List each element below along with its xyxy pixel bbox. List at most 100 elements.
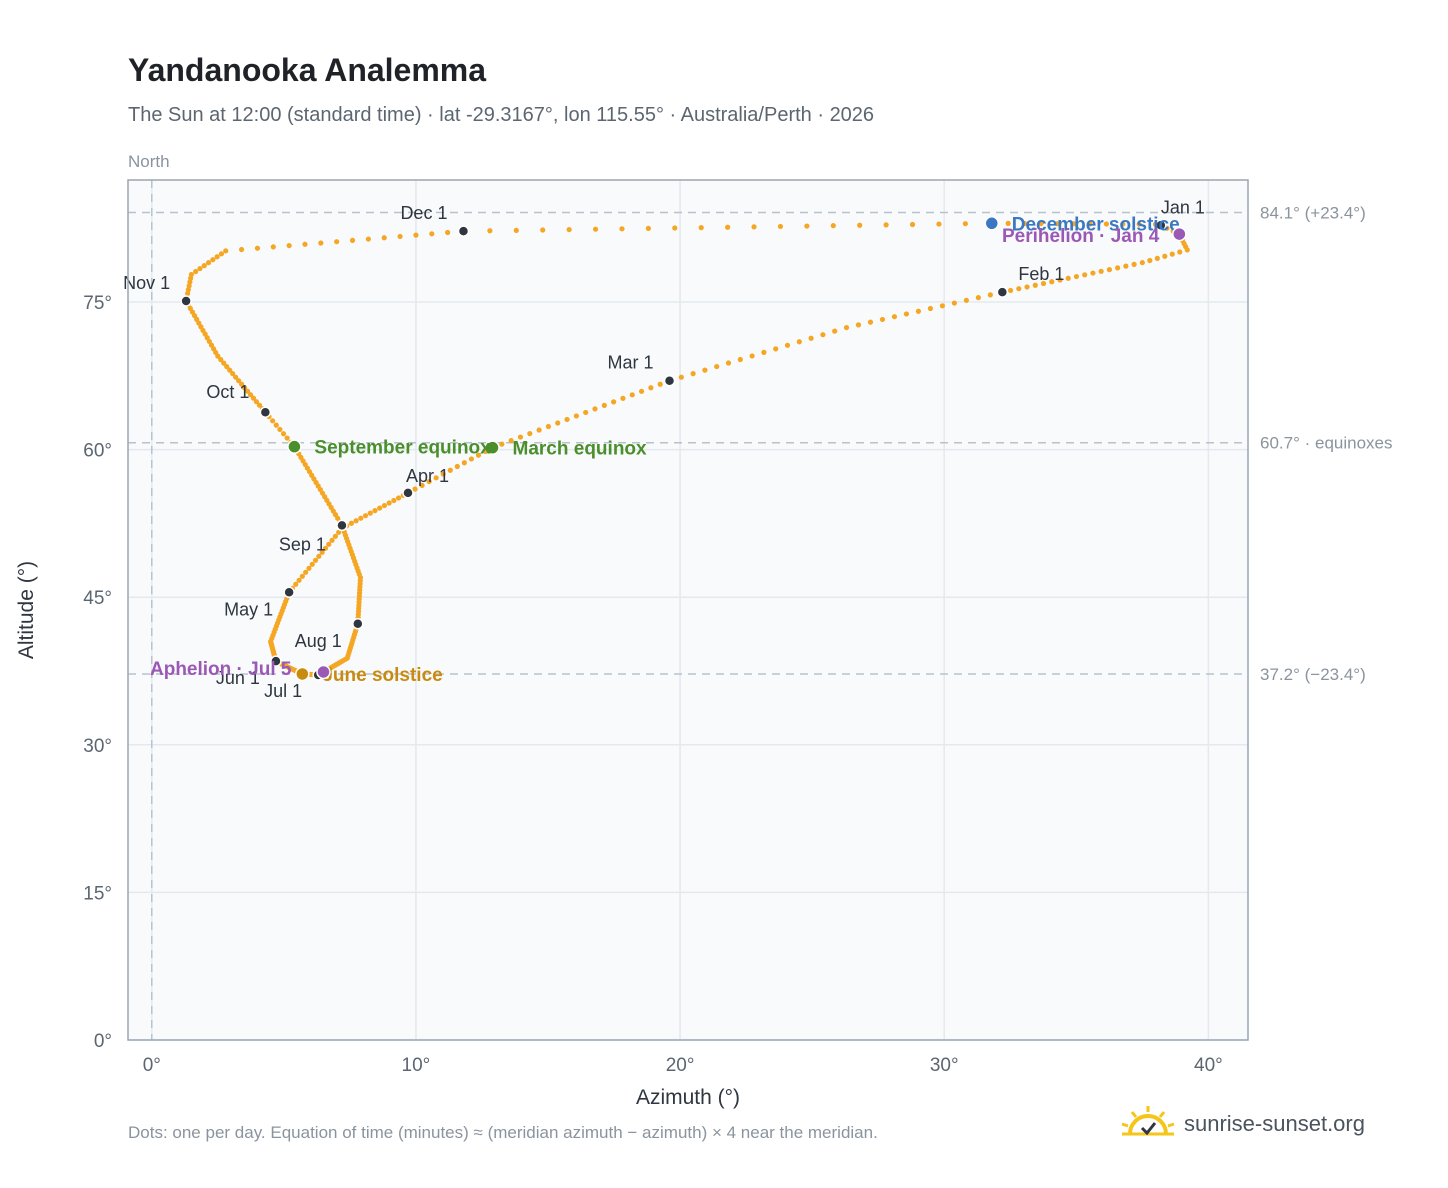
day-dot bbox=[365, 236, 371, 242]
day-dot bbox=[951, 300, 957, 306]
month-label: Sep 1 bbox=[279, 534, 326, 554]
day-dot bbox=[725, 360, 732, 366]
day-dot bbox=[536, 427, 542, 433]
day-dot bbox=[391, 497, 397, 504]
day-dot bbox=[648, 385, 654, 391]
y-axis-label: Altitude (°) bbox=[15, 561, 38, 659]
day-dot bbox=[1040, 280, 1047, 287]
day-dot bbox=[334, 239, 340, 245]
day-dot bbox=[1038, 220, 1044, 227]
day-dot bbox=[433, 475, 439, 481]
day-dot bbox=[299, 573, 305, 579]
day-dot bbox=[915, 308, 922, 314]
day-dot bbox=[273, 422, 279, 428]
month-marker bbox=[996, 286, 1009, 298]
day-dot bbox=[777, 223, 784, 230]
event-marker bbox=[295, 666, 310, 682]
y-tick-label: 75° bbox=[83, 293, 112, 314]
day-dot bbox=[1162, 253, 1168, 259]
day-dot bbox=[927, 305, 934, 312]
day-dot bbox=[909, 221, 916, 228]
x-tick-label: 0° bbox=[143, 1055, 161, 1076]
day-dot bbox=[386, 500, 392, 506]
x-tick-label: 30° bbox=[930, 1055, 959, 1076]
event-label: December solstice bbox=[1012, 214, 1180, 235]
y-tick-label: 30° bbox=[83, 736, 112, 757]
day-dot bbox=[517, 434, 524, 440]
day-dot bbox=[1169, 251, 1175, 257]
day-dot bbox=[891, 314, 898, 320]
day-dot bbox=[1120, 221, 1126, 227]
day-dot bbox=[583, 409, 589, 416]
day-dot bbox=[397, 233, 403, 240]
day-dot bbox=[1049, 279, 1055, 285]
day-dot bbox=[784, 342, 791, 348]
event-markers: March equinox September equinox June solst… bbox=[150, 214, 1187, 686]
month-label: Jan 1 bbox=[1161, 197, 1205, 217]
day-dot bbox=[319, 549, 325, 555]
event-label: September equinox bbox=[314, 438, 491, 459]
day-dot bbox=[1184, 247, 1190, 253]
day-dot bbox=[358, 515, 364, 521]
day-dot bbox=[1106, 267, 1112, 273]
day-dot bbox=[332, 533, 338, 539]
day-dot bbox=[903, 311, 910, 317]
day-dot bbox=[256, 402, 263, 408]
day-dot bbox=[329, 537, 335, 543]
day-dot bbox=[250, 395, 257, 401]
day-dot bbox=[513, 227, 519, 233]
month-label: Mar 1 bbox=[607, 353, 653, 373]
day-dot bbox=[302, 241, 308, 247]
day-dot bbox=[238, 246, 245, 253]
day-dot bbox=[1131, 261, 1137, 267]
month-marker bbox=[180, 295, 192, 307]
event-label: Perihelion · Jan 4 bbox=[1002, 226, 1160, 247]
day-dot bbox=[857, 222, 863, 228]
day-dot bbox=[214, 254, 220, 260]
day-dot bbox=[611, 399, 617, 405]
day-dot bbox=[1021, 220, 1028, 227]
day-dot bbox=[367, 510, 373, 516]
day-dot bbox=[188, 271, 194, 278]
chart-subtitle: The Sun at 12:00 (standard time) · lat -… bbox=[128, 104, 875, 126]
month-marker bbox=[259, 406, 272, 418]
day-dot bbox=[303, 569, 309, 575]
day-dot bbox=[962, 221, 968, 227]
day-dot bbox=[201, 263, 207, 269]
day-dot bbox=[629, 392, 635, 398]
day-dot bbox=[429, 231, 435, 237]
day-dot bbox=[690, 371, 696, 377]
event-label: March equinox bbox=[513, 439, 648, 460]
day-dot bbox=[293, 581, 299, 587]
reference-line-label: 60.7° · equinoxes bbox=[1260, 434, 1393, 453]
day-dot bbox=[698, 225, 704, 231]
day-dot bbox=[270, 244, 276, 250]
event-label: June solstice bbox=[322, 665, 442, 686]
day-dot bbox=[620, 395, 626, 401]
day-dot bbox=[832, 328, 838, 334]
day-dot bbox=[218, 251, 225, 257]
day-dot bbox=[445, 229, 451, 236]
day-dot bbox=[309, 561, 315, 567]
brand[interactable]: sunrise-sunset.org bbox=[1120, 1100, 1365, 1148]
month-marker bbox=[270, 655, 282, 667]
day-dot bbox=[306, 565, 312, 571]
day-dot bbox=[296, 577, 302, 583]
day-dot bbox=[353, 518, 359, 524]
day-dot bbox=[381, 235, 387, 241]
day-dot bbox=[227, 367, 233, 373]
day-dot bbox=[1115, 265, 1121, 271]
day-dot bbox=[592, 406, 598, 412]
day-dot bbox=[751, 224, 757, 230]
y-tick-label: 45° bbox=[83, 588, 112, 609]
x-tick-label: 10° bbox=[402, 1055, 431, 1076]
day-dot bbox=[236, 378, 242, 384]
day-dot bbox=[395, 495, 402, 501]
day-dot bbox=[475, 452, 482, 458]
day-dot bbox=[244, 388, 251, 394]
day-dot bbox=[737, 356, 743, 363]
day-dot bbox=[573, 413, 579, 419]
x-tick-label: 40° bbox=[1194, 1055, 1223, 1076]
month-marker bbox=[1155, 219, 1167, 232]
day-dot bbox=[322, 545, 329, 551]
